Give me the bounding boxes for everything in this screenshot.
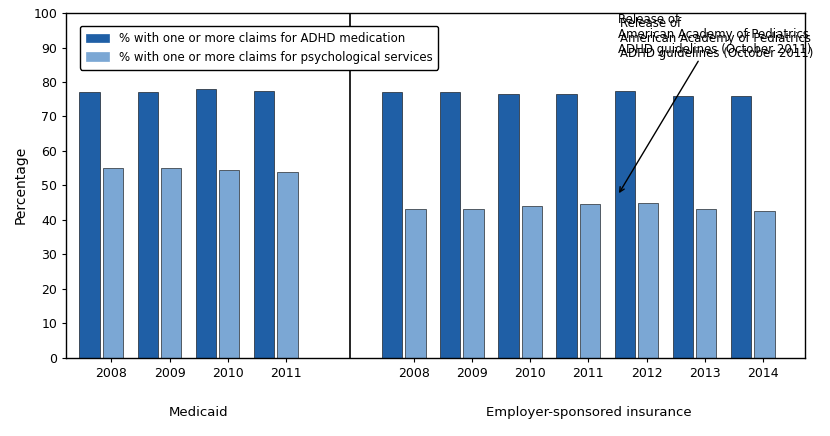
Bar xyxy=(80,92,100,358)
Bar xyxy=(521,206,542,358)
Text: Medicaid: Medicaid xyxy=(169,406,228,419)
Bar xyxy=(440,92,461,358)
Bar xyxy=(382,92,403,358)
Text: Release of
American Academy of Pediatrics
ADHD guidelines (October 2011): Release of American Academy of Pediatric… xyxy=(621,17,813,60)
Bar xyxy=(219,170,239,358)
Bar xyxy=(103,168,123,358)
Text: Release of
American Academy of Pediatrics
ADHD guidelines (October 2011): Release of American Academy of Pediatric… xyxy=(618,13,811,192)
Bar xyxy=(673,96,693,358)
Bar xyxy=(161,168,181,358)
Bar xyxy=(138,92,158,358)
Y-axis label: Percentage: Percentage xyxy=(14,146,28,225)
Legend: % with one or more claims for ADHD medication, % with one or more claims for psy: % with one or more claims for ADHD medic… xyxy=(80,26,438,70)
Bar xyxy=(277,171,298,358)
Bar xyxy=(254,91,275,358)
Bar xyxy=(754,211,774,358)
Bar xyxy=(196,89,216,358)
Bar xyxy=(579,204,600,358)
Bar xyxy=(556,94,577,358)
Bar xyxy=(405,209,426,358)
Bar xyxy=(638,202,658,358)
Bar xyxy=(696,209,716,358)
Text: Employer-sponsored insurance: Employer-sponsored insurance xyxy=(486,406,691,419)
Bar xyxy=(614,91,635,358)
Bar xyxy=(731,96,751,358)
Bar xyxy=(463,209,484,358)
Bar xyxy=(498,94,519,358)
